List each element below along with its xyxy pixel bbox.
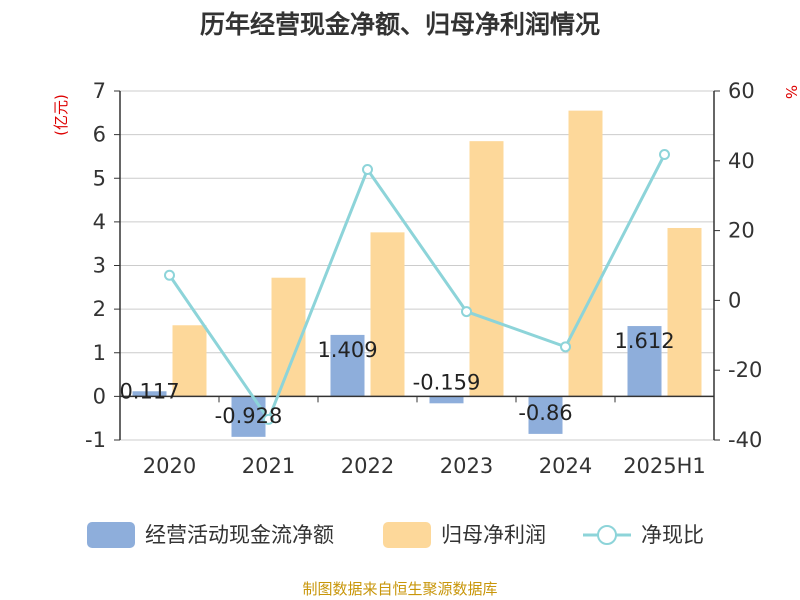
data-label: 1.409 xyxy=(317,338,377,362)
y-left-tick-label: 2 xyxy=(93,297,106,321)
y-left-tick-label: 1 xyxy=(93,341,106,365)
y-right-unit-label: % xyxy=(782,85,800,99)
tick-labels: -1 0 1 2 3 4 5 6 7 -40 -20 0 20 40 60 2020 2021 2022 2023 2… xyxy=(85,79,762,478)
legend[interactable]: 经营活动现金流净额 归母净利润 净现比 xyxy=(87,522,704,548)
bar-cash-flow xyxy=(330,334,365,397)
line-net-cash-ratio xyxy=(168,153,666,423)
y-right-tick-label: 40 xyxy=(728,149,755,173)
x-tick-label: 2022 xyxy=(341,454,394,478)
data-label: -0.86 xyxy=(518,401,572,425)
data-label: 1.612 xyxy=(614,329,674,353)
line-point xyxy=(164,269,175,281)
bar-cash-flow xyxy=(231,396,266,437)
data-label: -0.159 xyxy=(413,370,481,394)
data-label: 0.117 xyxy=(119,379,179,403)
legend-label: 归母净利润 xyxy=(441,523,546,547)
y-right-tick-label: 0 xyxy=(728,288,741,312)
gridlines xyxy=(120,90,714,441)
legend-label: 净现比 xyxy=(641,523,704,547)
x-tick-label: 2025H1 xyxy=(623,454,706,478)
legend-swatch xyxy=(87,522,135,548)
bar-cash-flow xyxy=(627,326,662,397)
line-point xyxy=(659,149,670,161)
y-left-tick-label: 4 xyxy=(93,210,106,234)
y-left-tick-label: 0 xyxy=(93,384,106,408)
line-point xyxy=(560,341,571,353)
bar-net-profit xyxy=(172,325,207,397)
x-tick-label: 2024 xyxy=(539,454,592,478)
legend-swatch xyxy=(383,522,431,548)
y-left-unit-label: (亿元) xyxy=(52,94,70,136)
bar-cash-flow xyxy=(528,396,563,434)
bar-net-profit xyxy=(667,227,702,397)
y-right-tick-label: -40 xyxy=(728,428,762,452)
x-tick-label: 2023 xyxy=(440,454,493,478)
y-right-tick-label: 20 xyxy=(728,219,755,243)
bars xyxy=(132,110,702,437)
y-right-tick-label: -20 xyxy=(728,358,762,382)
line-point xyxy=(362,164,373,176)
y-right-tick-label: 60 xyxy=(728,79,755,103)
bar-cash-flow xyxy=(429,396,464,404)
legend-marker xyxy=(597,525,617,545)
data-labels: 0.117 -0.928 1.409 -0.159 -0.86 1.612 xyxy=(119,329,674,428)
bar-net-profit xyxy=(469,141,504,397)
axes xyxy=(114,90,720,441)
legend-label: 经营活动现金流净额 xyxy=(145,523,334,547)
data-label: -0.928 xyxy=(215,404,283,428)
y-left-tick-label: 6 xyxy=(93,123,106,147)
chart-title: 历年经营现金净额、归母净利润情况 xyxy=(200,10,600,39)
x-tick-label: 2021 xyxy=(242,454,295,478)
bar-net-profit xyxy=(568,110,603,397)
y-left-tick-label: 5 xyxy=(93,166,106,190)
y-left-tick-label: 7 xyxy=(93,79,106,103)
source-note: 制图数据来自恒生聚源数据库 xyxy=(302,580,497,598)
bar-cash-flow xyxy=(132,391,167,397)
bar-net-profit xyxy=(370,232,405,397)
x-tick-label: 2020 xyxy=(143,454,196,478)
line-series xyxy=(164,149,670,425)
line-point xyxy=(461,306,472,318)
line-point xyxy=(263,413,274,425)
y-left-tick-label: 3 xyxy=(93,254,106,278)
y-left-tick-label: -1 xyxy=(85,428,106,452)
